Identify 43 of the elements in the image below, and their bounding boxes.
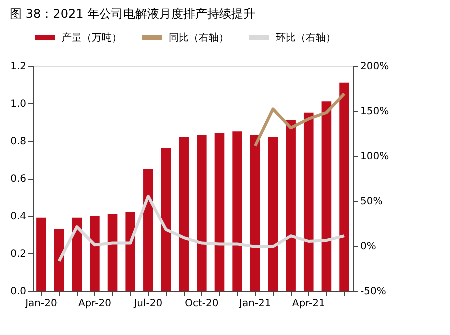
bar — [36, 218, 46, 291]
bar — [268, 137, 278, 291]
y-tick-label: 0.0 — [10, 286, 26, 298]
x-tick-label: Apr-20 — [78, 298, 112, 310]
bar — [304, 112, 314, 291]
bar — [179, 137, 189, 291]
y-tick-label: 1.0 — [10, 99, 26, 110]
bar — [214, 134, 225, 291]
x-tick-label: Jan-21 — [238, 298, 272, 310]
y2-tick-label: 100% — [360, 152, 390, 162]
x-tick-label: Oct-20 — [185, 298, 219, 310]
bar — [322, 102, 332, 291]
line-series — [58, 195, 346, 263]
bar — [250, 135, 260, 291]
y2-tick-label: 0% — [360, 242, 376, 252]
line-series — [254, 92, 346, 148]
y-tick-label: 0.2 — [10, 249, 26, 260]
legend-label: 产量（万吨） — [62, 32, 122, 44]
bar — [286, 120, 296, 291]
bar — [197, 135, 207, 291]
y2-tick-label: 150% — [360, 106, 390, 118]
y-tick-label: 0.6 — [10, 174, 26, 185]
bar — [72, 218, 82, 291]
x-tick-label: Jan-20 — [24, 298, 58, 310]
bar — [232, 132, 242, 291]
bar — [90, 216, 100, 291]
y-tick-label: 0.8 — [10, 136, 26, 148]
y-tick-label: 1.2 — [10, 62, 26, 72]
x-tick-label: Apr-21 — [292, 298, 326, 310]
chart-title: 图 38：2021 年公司电解液月度排产持续提升 — [10, 7, 256, 21]
legend-label: 环比（右轴） — [276, 32, 336, 44]
bar — [54, 229, 64, 291]
y2-tick-label: 200% — [360, 62, 390, 72]
legend-label: 同比（右轴） — [169, 32, 229, 44]
x-tick-label: Jul-20 — [133, 298, 163, 310]
bar — [340, 82, 350, 291]
bar — [144, 169, 154, 291]
y2-tick-label: 50% — [360, 196, 383, 208]
bar — [108, 214, 118, 291]
bar — [126, 212, 136, 291]
y2-tick-label: -50% — [360, 286, 386, 298]
y-tick-label: 0.4 — [10, 212, 26, 222]
bar — [161, 148, 172, 291]
